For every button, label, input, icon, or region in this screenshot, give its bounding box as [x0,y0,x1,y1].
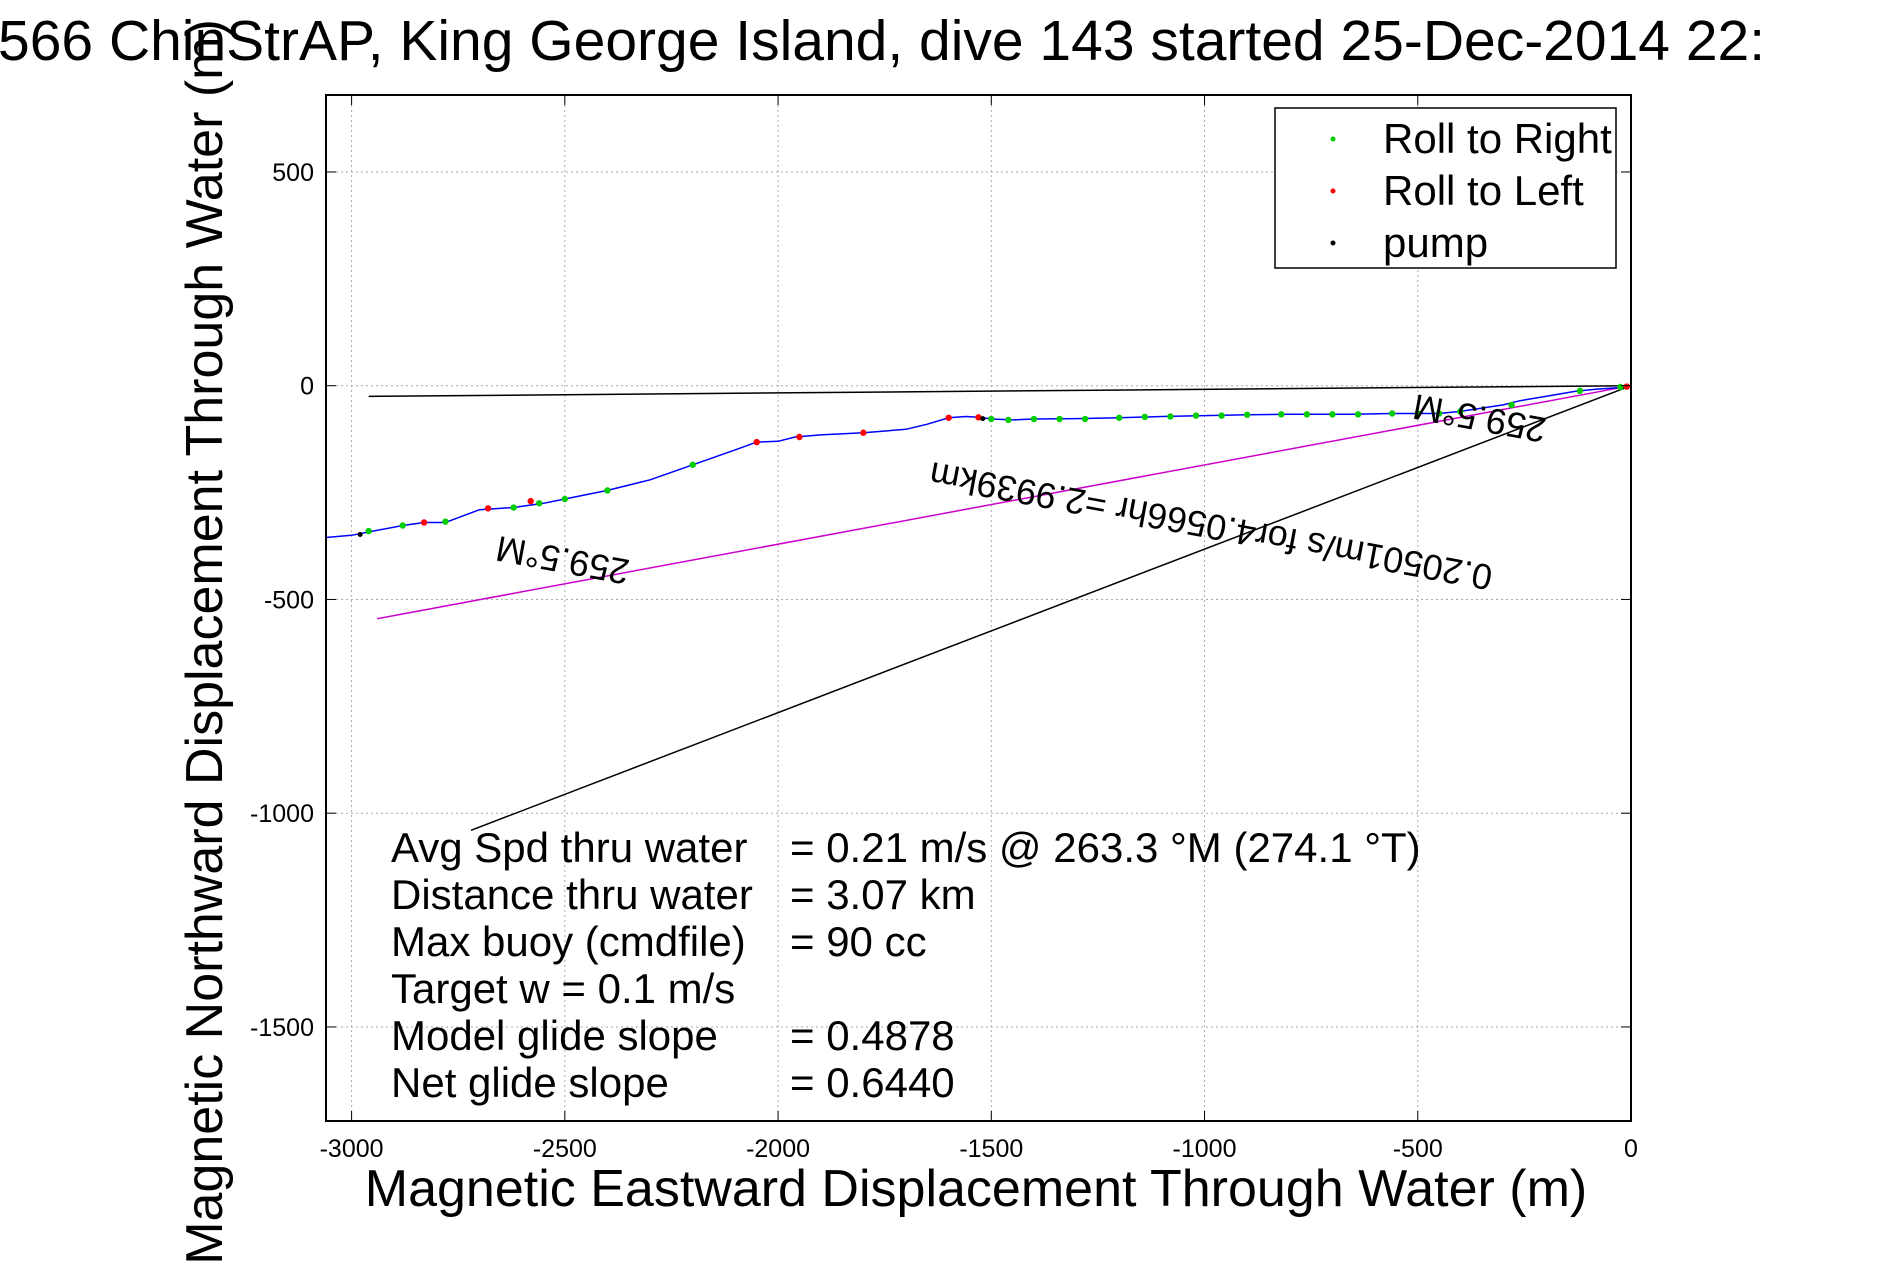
x-tick-label: -500 [1393,1135,1443,1163]
x-tick-label: -1500 [959,1135,1023,1163]
roll-right-point [1435,410,1443,417]
roll-right-point [1192,412,1200,419]
roll-left-point [975,414,982,421]
roll-left-point [1623,383,1630,390]
roll-right-point [1388,410,1396,417]
annotation-label: 259.5°M [493,528,633,593]
annotations: 259.5°M0.20501m/s for4.0566hr =2.9939km2… [493,386,1550,598]
glide-line [470,384,1632,832]
y-tick-label: 0 [300,373,314,401]
pump-point [357,531,363,537]
stats-value: = 90 cc [790,918,927,965]
roll-right-point [1278,411,1285,418]
roll-right-point [1303,411,1311,418]
roll-right-point [1081,415,1089,423]
x-tick-label: -1000 [1173,1135,1237,1163]
roll-right-point [1218,412,1225,419]
legend-label: Roll to Right [1383,115,1612,162]
track-line [325,384,1632,539]
reference-lines [368,384,1632,832]
chart-title: 566 ChinStrAP, King George Island, dive … [0,9,1765,73]
stats-label: Max buoy (cmdfile) [391,918,746,965]
roll-right-point [1030,415,1038,423]
stats-value: = 0.21 m/s @ 263.3 °M (274.1 °T) [790,824,1421,871]
heading-line [377,384,1632,620]
x-axis-title: Magnetic Eastward Displacement Through W… [365,1160,1587,1218]
stats-value: = 3.07 km [790,871,976,918]
roll-right-point [604,487,611,494]
roll-markers [357,383,1630,537]
roll-left-point [945,414,952,421]
axis-ticks: -3000 -2500 -2000 -1500 -1000 -500 0 500 0 -500 -1… [250,95,1638,1163]
roll-left-point [753,438,760,446]
roll-right-point [510,504,517,511]
surface-current-line [368,384,1632,398]
y-tick-label: -1500 [250,1014,314,1042]
legend: Roll to Right Roll to Left pump [1274,107,1617,269]
x-tick-label: -3000 [320,1135,384,1163]
roll-right-point [1508,401,1515,409]
legend-marker [1330,136,1336,142]
roll-right-point [1617,383,1624,391]
annotation-label: 0.20501m/s for4.0566hr =2.9939km [926,454,1495,598]
roll-right-point [1243,411,1251,418]
roll-left-point [796,433,803,441]
roll-right-point [1116,414,1123,421]
roll-right-point [1056,415,1063,423]
legend-label: Roll to Left [1383,167,1584,214]
roll-left-point [860,429,867,436]
y-tick-label: -500 [264,586,314,614]
roll-left-point [484,505,492,512]
x-tick-label: -2000 [746,1135,810,1163]
roll-right-point [1354,411,1362,418]
stats-label: Model glide slope [391,1012,718,1059]
y-axis-title: Magnetic Northward Displacement Through … [176,19,234,1262]
y-tick-label: 500 [272,159,314,187]
roll-right-point [988,415,995,423]
annotation-label: 259.5°M [1410,386,1550,451]
roll-right-point [1329,411,1336,418]
stats-label: Net glide slope [391,1059,669,1106]
plot-frame [325,94,1632,1122]
roll-left-point [420,519,428,526]
roll-right-point [1005,416,1012,424]
stats-label: Distance thru water [391,871,753,918]
pump-point [980,416,986,422]
roll-right-point [399,522,406,529]
roll-right-point [1457,408,1464,415]
y-tick-label: -1000 [250,800,314,828]
legend-marker [1330,240,1336,246]
legend-label: pump [1383,219,1488,266]
stats-value: = 0.4878 [790,1012,955,1059]
track-series [325,384,1632,539]
stats-block: Avg Spd thru water = 0.21 m/s @ 263.3 °M … [391,824,1421,1106]
roll-right-point [365,527,372,535]
stats-label: Avg Spd thru water [391,824,747,871]
legend-marker [1330,188,1336,194]
roll-right-point [442,518,449,525]
roll-right-point [536,500,543,507]
roll-left-point [527,497,534,505]
stats-value: = 0.6440 [790,1059,955,1106]
roll-right-point [1141,413,1149,421]
roll-right-point [1576,387,1584,395]
stats-label: Target w = 0.1 m/s [391,965,735,1012]
roll-right-point [689,461,696,468]
x-tick-label: 0 [1624,1135,1638,1163]
roll-right-point [561,495,569,503]
roll-right-point [1414,410,1421,417]
x-tick-label: -2500 [533,1135,597,1163]
roll-right-point [1167,413,1174,420]
